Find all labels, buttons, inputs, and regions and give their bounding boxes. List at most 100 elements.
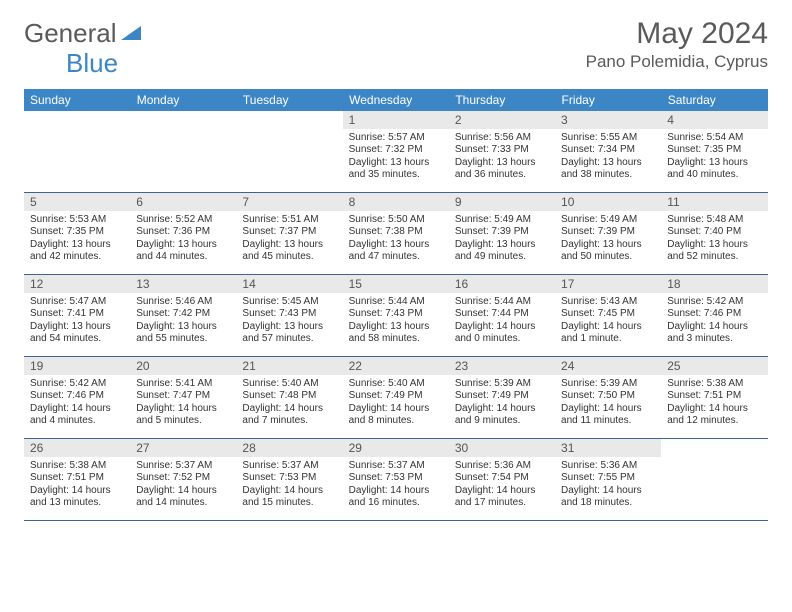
daynum-row: 567891011 (24, 192, 768, 211)
day-line: Daylight: 14 hours (561, 485, 655, 498)
day-cell: Sunrise: 5:50 AMSunset: 7:38 PMDaylight:… (343, 211, 449, 275)
day-line: Sunrise: 5:37 AM (349, 460, 443, 473)
day-line: Sunset: 7:44 PM (455, 308, 549, 321)
day-line: Sunrise: 5:37 AM (136, 460, 230, 473)
day-line: Sunset: 7:39 PM (561, 226, 655, 239)
day-cell (130, 129, 236, 193)
day-content: Sunrise: 5:45 AMSunset: 7:43 PMDaylight:… (236, 293, 342, 356)
day-line: Sunrise: 5:47 AM (30, 296, 124, 309)
day-number: 28 (236, 439, 342, 457)
day-line: Sunset: 7:51 PM (30, 472, 124, 485)
day-line: Sunrise: 5:42 AM (30, 378, 124, 391)
day-number: 12 (24, 275, 130, 293)
day-line: Daylight: 13 hours (561, 157, 655, 170)
day-cell: Sunrise: 5:47 AMSunset: 7:41 PMDaylight:… (24, 293, 130, 357)
day-cell: Sunrise: 5:55 AMSunset: 7:34 PMDaylight:… (555, 129, 661, 193)
day-number: 29 (343, 439, 449, 457)
day-content: Sunrise: 5:37 AMSunset: 7:52 PMDaylight:… (130, 457, 236, 520)
day-line: and 15 minutes. (242, 497, 336, 510)
calendar-table: SundayMondayTuesdayWednesdayThursdayFrid… (24, 89, 768, 521)
day-cell: Sunrise: 5:46 AMSunset: 7:42 PMDaylight:… (130, 293, 236, 357)
day-line: Sunset: 7:55 PM (561, 472, 655, 485)
day-content: Sunrise: 5:37 AMSunset: 7:53 PMDaylight:… (236, 457, 342, 520)
logo: General (24, 18, 143, 49)
day-line: and 55 minutes. (136, 333, 230, 346)
day-cell: Sunrise: 5:53 AMSunset: 7:35 PMDaylight:… (24, 211, 130, 275)
day-cell: Sunrise: 5:54 AMSunset: 7:35 PMDaylight:… (661, 129, 767, 193)
day-cell: Sunrise: 5:45 AMSunset: 7:43 PMDaylight:… (236, 293, 342, 357)
day-line: Sunrise: 5:52 AM (136, 214, 230, 227)
daynum-cell: 8 (343, 192, 449, 211)
daynum-cell: 22 (343, 356, 449, 375)
day-line: and 14 minutes. (136, 497, 230, 510)
day-line: and 49 minutes. (455, 251, 549, 264)
day-cell: Sunrise: 5:51 AMSunset: 7:37 PMDaylight:… (236, 211, 342, 275)
day-line: Daylight: 13 hours (667, 239, 761, 252)
daynum-cell: 15 (343, 274, 449, 293)
day-line: and 13 minutes. (30, 497, 124, 510)
day-line: and 4 minutes. (30, 415, 124, 428)
day-line: Daylight: 13 hours (349, 239, 443, 252)
day-number: 13 (130, 275, 236, 293)
day-line: Daylight: 14 hours (30, 403, 124, 416)
day-line: Sunrise: 5:44 AM (349, 296, 443, 309)
daynum-cell: 27 (130, 438, 236, 457)
day-line: and 5 minutes. (136, 415, 230, 428)
day-line: Sunrise: 5:37 AM (242, 460, 336, 473)
day-line: Daylight: 13 hours (349, 321, 443, 334)
day-number: 17 (555, 275, 661, 293)
day-line: Sunset: 7:37 PM (242, 226, 336, 239)
day-content: Sunrise: 5:39 AMSunset: 7:49 PMDaylight:… (449, 375, 555, 438)
day-line: Daylight: 14 hours (455, 321, 549, 334)
content-row: Sunrise: 5:53 AMSunset: 7:35 PMDaylight:… (24, 211, 768, 275)
daynum-cell: 3 (555, 111, 661, 129)
day-line: Sunrise: 5:36 AM (561, 460, 655, 473)
day-line: and 9 minutes. (455, 415, 549, 428)
day-cell: Sunrise: 5:57 AMSunset: 7:32 PMDaylight:… (343, 129, 449, 193)
day-number: 14 (236, 275, 342, 293)
weekday-header: Wednesday (343, 89, 449, 111)
daynum-cell: 13 (130, 274, 236, 293)
day-content: Sunrise: 5:55 AMSunset: 7:34 PMDaylight:… (555, 129, 661, 192)
day-line: and 16 minutes. (349, 497, 443, 510)
content-row: Sunrise: 5:38 AMSunset: 7:51 PMDaylight:… (24, 457, 768, 521)
daynum-cell: 19 (24, 356, 130, 375)
day-line: Sunset: 7:50 PM (561, 390, 655, 403)
day-content: Sunrise: 5:40 AMSunset: 7:49 PMDaylight:… (343, 375, 449, 438)
logo-text-2: Blue (66, 48, 118, 79)
day-content: Sunrise: 5:53 AMSunset: 7:35 PMDaylight:… (24, 211, 130, 274)
day-cell: Sunrise: 5:40 AMSunset: 7:48 PMDaylight:… (236, 375, 342, 439)
day-line: Sunset: 7:49 PM (349, 390, 443, 403)
day-content: Sunrise: 5:36 AMSunset: 7:55 PMDaylight:… (555, 457, 661, 520)
day-cell: Sunrise: 5:38 AMSunset: 7:51 PMDaylight:… (24, 457, 130, 521)
daynum-cell (236, 111, 342, 129)
daynum-cell: 5 (24, 192, 130, 211)
day-cell: Sunrise: 5:37 AMSunset: 7:53 PMDaylight:… (236, 457, 342, 521)
day-number: 9 (449, 193, 555, 211)
day-line: and 7 minutes. (242, 415, 336, 428)
day-content: Sunrise: 5:42 AMSunset: 7:46 PMDaylight:… (24, 375, 130, 438)
day-cell: Sunrise: 5:36 AMSunset: 7:55 PMDaylight:… (555, 457, 661, 521)
day-content: Sunrise: 5:41 AMSunset: 7:47 PMDaylight:… (130, 375, 236, 438)
day-line: Sunset: 7:53 PM (242, 472, 336, 485)
day-cell (236, 129, 342, 193)
day-line: Daylight: 13 hours (136, 239, 230, 252)
daynum-cell: 29 (343, 438, 449, 457)
daynum-cell: 24 (555, 356, 661, 375)
day-line: and 47 minutes. (349, 251, 443, 264)
day-cell (24, 129, 130, 193)
day-line: Sunset: 7:43 PM (242, 308, 336, 321)
daynum-cell: 25 (661, 356, 767, 375)
weekday-header: Monday (130, 89, 236, 111)
day-content: Sunrise: 5:44 AMSunset: 7:44 PMDaylight:… (449, 293, 555, 356)
day-line: Sunrise: 5:43 AM (561, 296, 655, 309)
day-line: Sunrise: 5:38 AM (667, 378, 761, 391)
daynum-cell: 16 (449, 274, 555, 293)
day-content: Sunrise: 5:49 AMSunset: 7:39 PMDaylight:… (449, 211, 555, 274)
day-line: Daylight: 14 hours (561, 403, 655, 416)
weekday-header: Tuesday (236, 89, 342, 111)
day-number: 2 (449, 111, 555, 129)
day-line: Sunrise: 5:44 AM (455, 296, 549, 309)
content-row: Sunrise: 5:47 AMSunset: 7:41 PMDaylight:… (24, 293, 768, 357)
daynum-cell (24, 111, 130, 129)
